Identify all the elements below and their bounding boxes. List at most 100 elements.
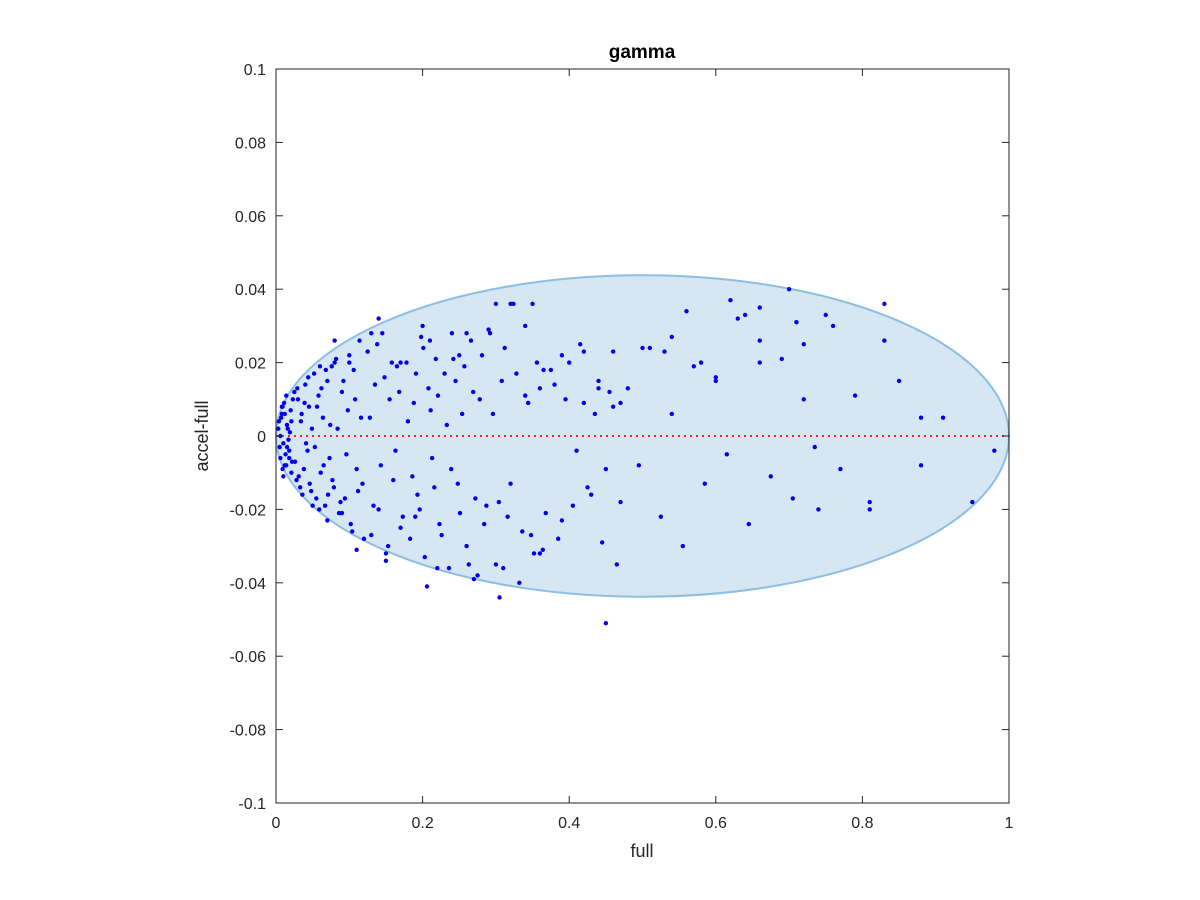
data-point xyxy=(742,312,748,318)
data-point xyxy=(411,400,417,406)
data-point xyxy=(330,477,335,483)
data-point xyxy=(417,507,422,512)
data-point xyxy=(295,386,300,391)
data-point xyxy=(415,492,420,497)
data-point xyxy=(658,514,664,519)
data-point xyxy=(614,562,620,567)
data-point xyxy=(394,364,400,369)
data-point xyxy=(505,514,510,519)
data-point xyxy=(484,503,489,508)
data-point xyxy=(801,397,806,402)
data-point xyxy=(838,466,843,472)
data-point xyxy=(290,397,296,402)
data-point xyxy=(383,551,389,556)
data-point xyxy=(318,470,323,475)
data-point xyxy=(531,551,537,556)
data-point xyxy=(462,364,467,369)
data-point xyxy=(410,474,415,479)
data-point xyxy=(918,415,924,420)
data-point xyxy=(413,371,419,376)
data-point xyxy=(439,532,444,538)
data-point xyxy=(301,466,307,472)
data-point xyxy=(420,323,425,329)
data-point xyxy=(308,488,314,494)
data-point xyxy=(387,397,392,402)
data-point xyxy=(323,367,329,373)
data-point xyxy=(341,378,346,384)
data-point xyxy=(355,488,361,494)
data-point xyxy=(640,345,645,351)
data-point xyxy=(398,360,403,365)
x-tick-label: 0.2 xyxy=(411,815,433,832)
data-point xyxy=(281,441,286,446)
data-point xyxy=(514,371,519,376)
x-tick-label: 0 xyxy=(272,815,281,832)
data-point xyxy=(490,411,496,417)
y-tick-label: 0 xyxy=(257,429,266,446)
data-point xyxy=(299,411,304,417)
data-point xyxy=(479,353,485,358)
data-point xyxy=(280,404,285,409)
data-point xyxy=(303,382,308,387)
data-point xyxy=(278,415,284,420)
data-point xyxy=(325,492,331,497)
data-point xyxy=(442,371,447,376)
x-tick-label: 0.8 xyxy=(851,815,873,832)
data-point xyxy=(537,386,543,391)
y-tick-label: -0.02 xyxy=(230,502,267,519)
data-point xyxy=(508,301,513,307)
data-point xyxy=(464,543,469,549)
data-point xyxy=(523,393,528,398)
data-point xyxy=(570,503,576,508)
data-point xyxy=(647,345,653,351)
data-point xyxy=(497,595,502,600)
data-point xyxy=(281,474,286,479)
x-tick-label: 0.6 xyxy=(705,815,727,832)
data-point xyxy=(588,492,594,497)
data-point xyxy=(970,499,975,505)
data-point xyxy=(292,389,297,395)
data-point xyxy=(625,386,631,391)
data-point xyxy=(284,422,290,428)
data-point xyxy=(449,331,455,336)
data-point xyxy=(435,565,440,571)
data-point xyxy=(371,503,376,508)
data-point xyxy=(757,305,762,310)
data-point xyxy=(344,452,349,457)
data-point xyxy=(525,400,531,406)
data-point xyxy=(351,367,356,373)
data-point xyxy=(305,448,310,453)
data-point xyxy=(413,514,418,519)
data-point xyxy=(314,404,320,409)
data-point xyxy=(302,400,307,406)
data-point xyxy=(457,353,462,358)
data-point xyxy=(790,496,795,501)
data-point xyxy=(376,316,381,321)
data-point xyxy=(540,547,546,552)
data-point xyxy=(378,463,384,468)
data-point xyxy=(493,562,499,567)
data-point xyxy=(446,565,452,571)
data-point xyxy=(275,426,281,431)
data-point xyxy=(298,419,304,424)
data-point xyxy=(618,499,623,505)
data-point xyxy=(499,378,504,384)
data-point xyxy=(724,452,729,457)
data-point xyxy=(300,492,305,497)
data-point xyxy=(354,466,359,472)
data-point xyxy=(426,386,431,391)
data-point xyxy=(317,507,322,512)
data-point xyxy=(365,349,370,354)
data-point xyxy=(361,536,367,541)
data-point xyxy=(746,521,751,527)
data-point xyxy=(437,521,442,527)
data-point xyxy=(329,364,334,369)
data-point xyxy=(295,397,301,402)
data-point xyxy=(603,466,609,472)
axis-ticks-layer: 0 0.2 0.4 0.6 0.8 1 0.1 0.08 0.06 0.04 0.02 0 -0.02 -… xyxy=(230,62,1014,832)
data-point xyxy=(530,301,535,307)
data-point xyxy=(352,397,358,402)
data-point xyxy=(618,400,623,406)
data-point xyxy=(585,485,590,490)
